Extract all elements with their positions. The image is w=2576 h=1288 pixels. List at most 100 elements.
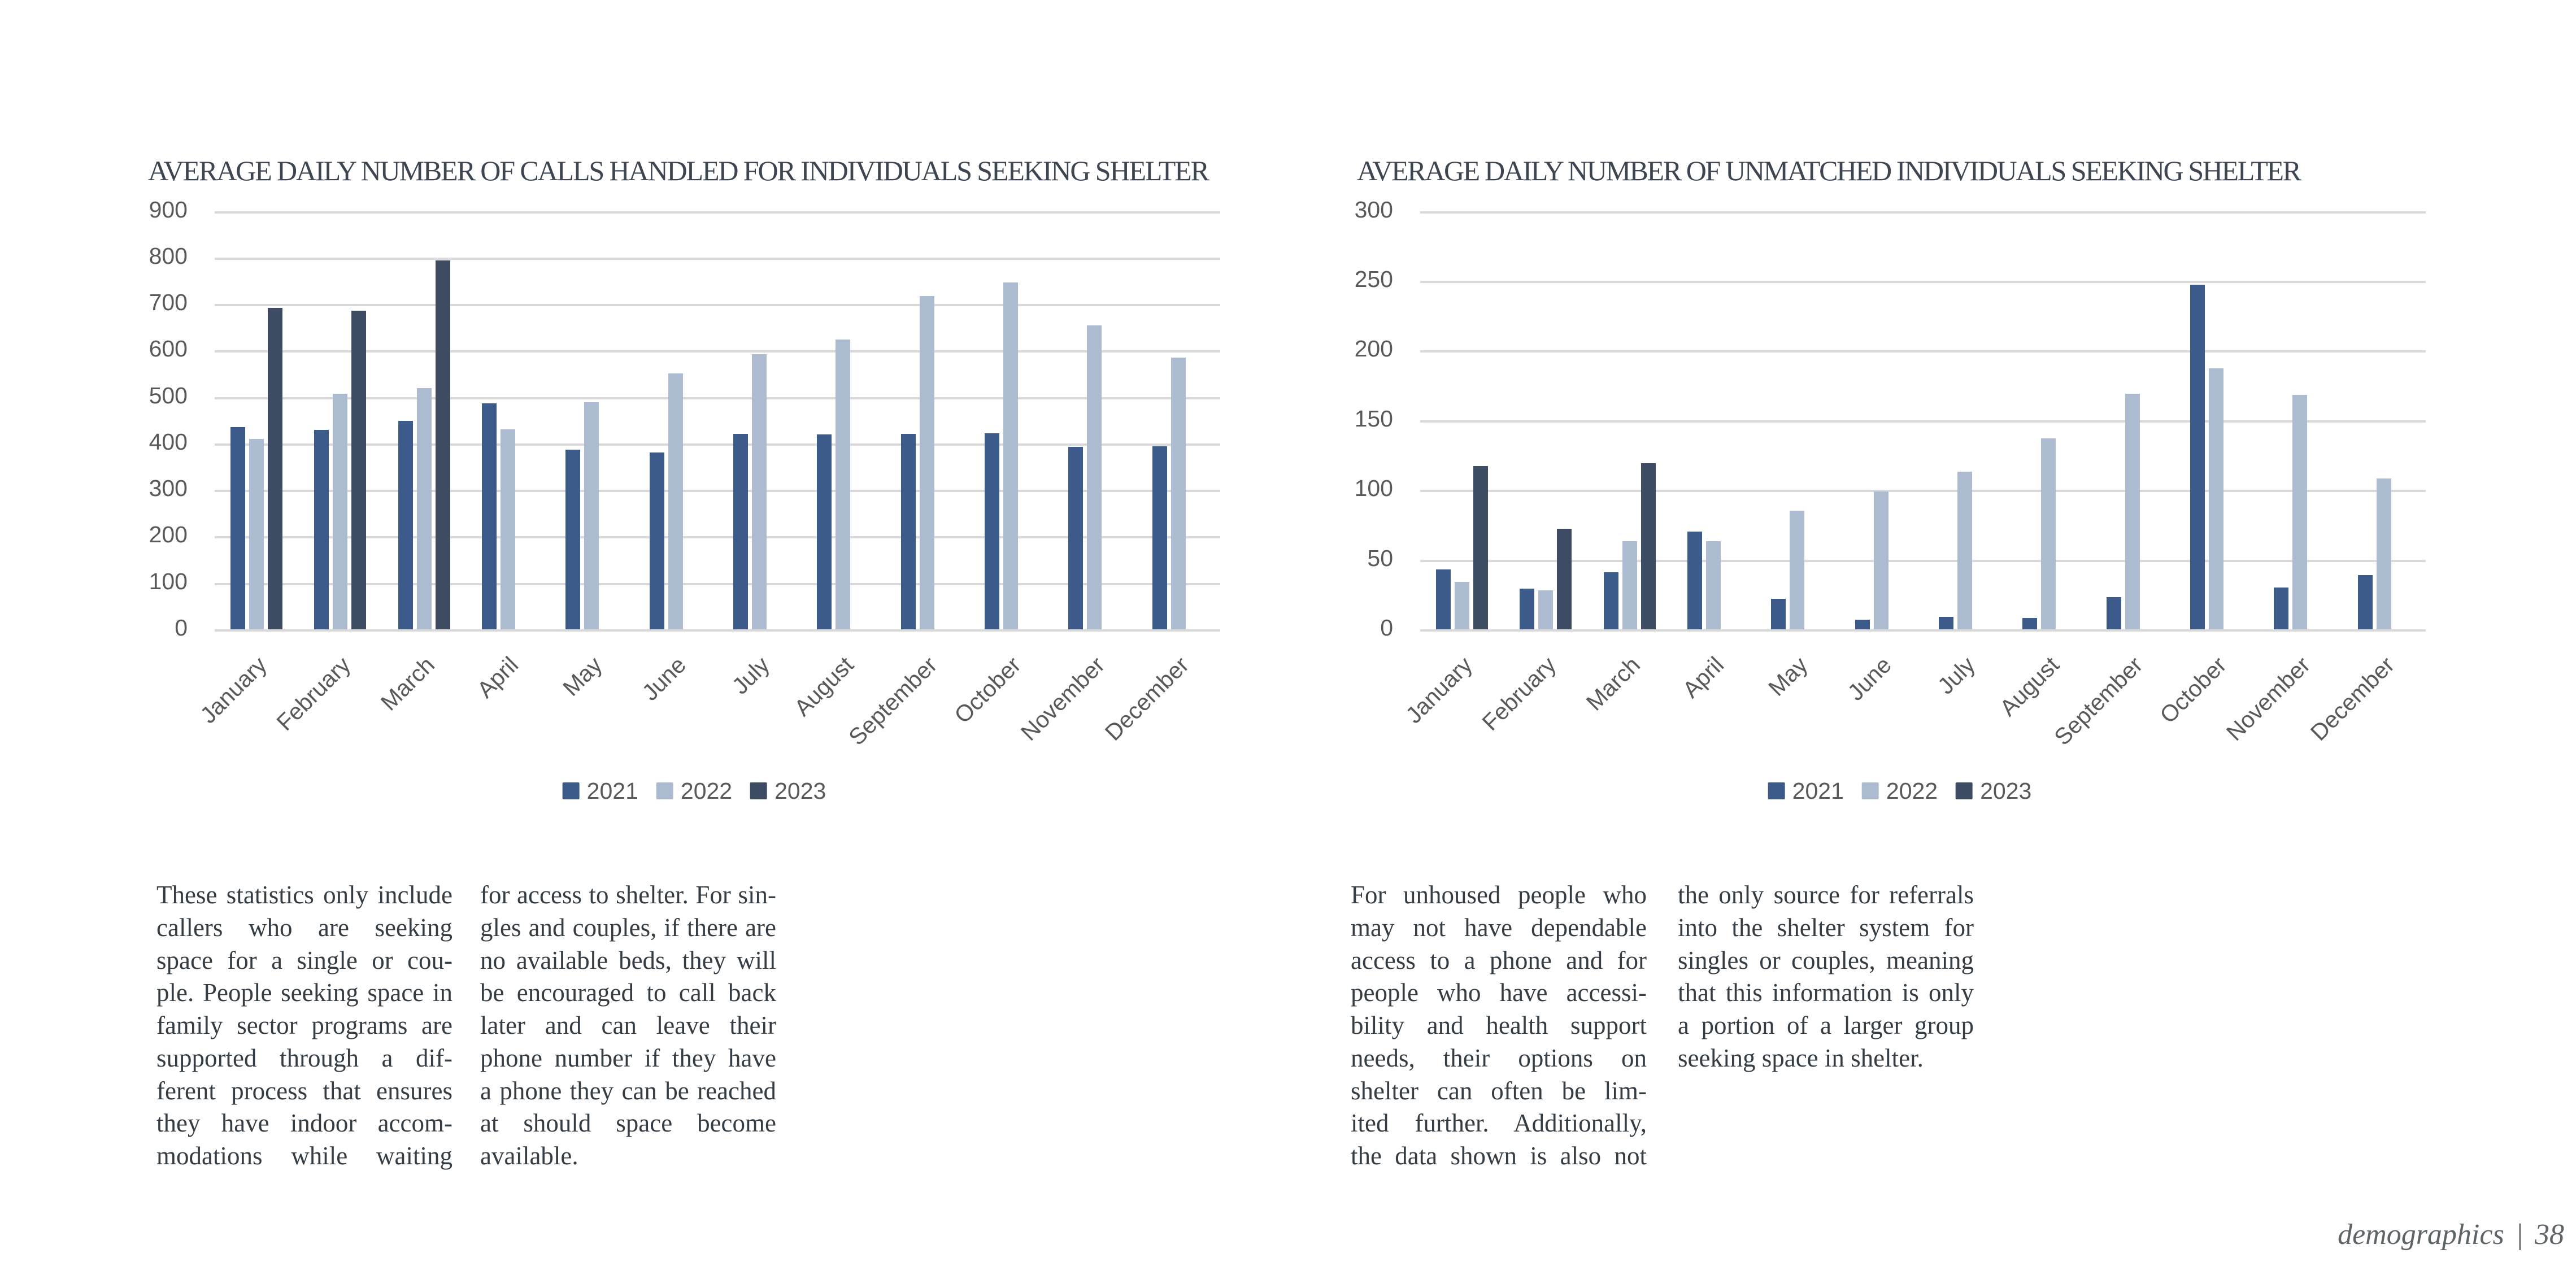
x-axis-label-january: January — [1400, 651, 1478, 729]
gridline-y300 — [215, 490, 1220, 493]
text-line: later and can leave their — [480, 1011, 776, 1039]
y-axis-label: 0 — [1380, 615, 1393, 641]
y-axis-label: 200 — [149, 521, 188, 548]
x-axis-label-december: December — [2305, 651, 2399, 746]
y-axis-label: 0 — [175, 615, 188, 641]
x-axis-label-august: August — [789, 651, 859, 721]
legend-label-2023: 2023 — [774, 778, 826, 804]
y-axis-label: 200 — [1354, 336, 1393, 362]
y-axis-label: 250 — [1354, 266, 1393, 292]
text-line: a portion of a larger group — [1678, 1011, 1974, 1039]
footer-section-label: demographics — [2338, 1219, 2504, 1251]
legend-label-2023: 2023 — [1980, 778, 2032, 804]
bar-2022-december — [1170, 357, 1186, 629]
gridline-y100 — [1420, 490, 2426, 493]
gridline-y800 — [215, 257, 1220, 260]
bar-2022-april — [1706, 541, 1721, 629]
x-axis-label-february: February — [271, 651, 356, 736]
gridline-y500 — [215, 397, 1220, 399]
bar-2022-july — [1957, 472, 1972, 629]
legend-swatch-2022 — [656, 782, 673, 799]
bar-2023-march — [1641, 463, 1656, 629]
gridline-y900 — [215, 211, 1220, 214]
text-line: These statistics only include — [156, 881, 452, 909]
y-axis-label: 300 — [1354, 196, 1393, 223]
text-line: available. — [480, 1142, 578, 1170]
bar-2022-january — [249, 439, 264, 629]
x-axis-label-may: May — [558, 651, 607, 701]
chart-legend: 2021 2022 2023 — [562, 778, 826, 804]
text-line: the data shown is also not — [1351, 1142, 1647, 1170]
x-axis-label-march: March — [1581, 651, 1645, 716]
text-line: shelter can often be lim- — [1351, 1076, 1647, 1105]
x-axis-label-august: August — [1994, 651, 2064, 721]
bar-2021-january — [1436, 569, 1451, 629]
text-column: For unhoused people who may not have depe… — [1351, 879, 1647, 1173]
text-line: for access to shelter. For sin- — [480, 881, 776, 909]
x-axis-label-november: November — [2221, 651, 2316, 746]
x-axis-label-september: September — [2049, 651, 2148, 750]
bar-2021-july — [733, 433, 748, 629]
x-axis-label-may: May — [1763, 651, 1813, 701]
bar-2021-february — [1520, 589, 1535, 629]
text-line: that this information is only — [1678, 978, 1974, 1007]
text-line: supported through a dif- — [156, 1043, 452, 1072]
bar-2022-may — [584, 402, 599, 629]
legend-swatch-2021 — [1768, 782, 1785, 799]
y-axis-label: 700 — [149, 289, 188, 316]
bar-2021-may — [565, 450, 581, 629]
x-axis-label-september: September — [843, 651, 942, 750]
bar-2022-march — [1622, 541, 1637, 629]
bar-2022-march — [416, 388, 432, 629]
x-axis-label-april: April — [1677, 651, 1729, 703]
legend-item-2021: 2021 — [562, 780, 638, 803]
gridline-y50 — [1420, 559, 2426, 562]
text-line: may not have dependable — [1351, 913, 1647, 942]
bar-2022-may — [1790, 511, 1805, 629]
chart-legend: 2021 2022 2023 — [1768, 778, 2032, 804]
x-axis-label-march: March — [375, 651, 440, 716]
text-line: gles and couples, if there are — [480, 913, 776, 942]
chart-title: AVERAGE DAILY NUMBER OF CALLS HANDLED FO… — [148, 155, 1209, 186]
x-axis-label-october: October — [2155, 651, 2232, 729]
bar-2022-december — [2376, 478, 2391, 629]
text-line: For unhoused people who — [1351, 881, 1647, 909]
bar-2021-june — [1855, 619, 1870, 629]
text-line: be encouraged to call back — [480, 978, 776, 1007]
gridline-y600 — [215, 350, 1220, 353]
gridline-y300 — [1420, 211, 2426, 214]
gridline-y100 — [215, 582, 1220, 585]
legend-item-2022: 2022 — [656, 780, 732, 803]
y-axis-label: 500 — [149, 382, 188, 408]
bar-2021-october — [2190, 285, 2205, 629]
bar-2021-january — [230, 427, 245, 629]
text-line: at should space become — [480, 1109, 776, 1138]
gridline-y200 — [1420, 350, 2426, 353]
text-line: into the shelter system for — [1678, 913, 1974, 942]
bar-2023-january — [1473, 466, 1488, 629]
text-line: ferent process that ensures — [156, 1076, 452, 1105]
chart-title: AVERAGE DAILY NUMBER OF UNMATCHED INDIVI… — [1357, 155, 2301, 186]
bar-2021-november — [2274, 587, 2289, 629]
gridline-y200 — [215, 536, 1220, 539]
bar-2021-november — [1068, 447, 1084, 629]
x-axis-label-january: January — [195, 651, 272, 729]
bar-2021-july — [1939, 616, 1953, 629]
x-axis-label-july: July — [1933, 651, 1981, 699]
bar-2022-october — [2209, 368, 2223, 629]
y-axis-label: 400 — [149, 428, 188, 455]
bar-2021-december — [1152, 446, 1167, 629]
bar-2022-april — [501, 429, 515, 629]
legend-item-2023: 2023 — [750, 778, 826, 804]
bar-2021-september — [2106, 597, 2121, 629]
legend-swatch-2022 — [1861, 782, 1879, 799]
text-line: modations while waiting — [156, 1142, 452, 1170]
legend-item-2021: 2021 — [1768, 780, 1844, 803]
bar-2021-march — [1603, 572, 1618, 629]
text-line: people who have accessi- — [1351, 978, 1647, 1007]
gridline-y250 — [1420, 280, 2426, 283]
y-axis-label: 150 — [1354, 405, 1393, 432]
x-axis-label-july: July — [727, 651, 775, 699]
legend-item-2022: 2022 — [1861, 780, 1938, 803]
legend-swatch-2023 — [1956, 782, 1973, 799]
